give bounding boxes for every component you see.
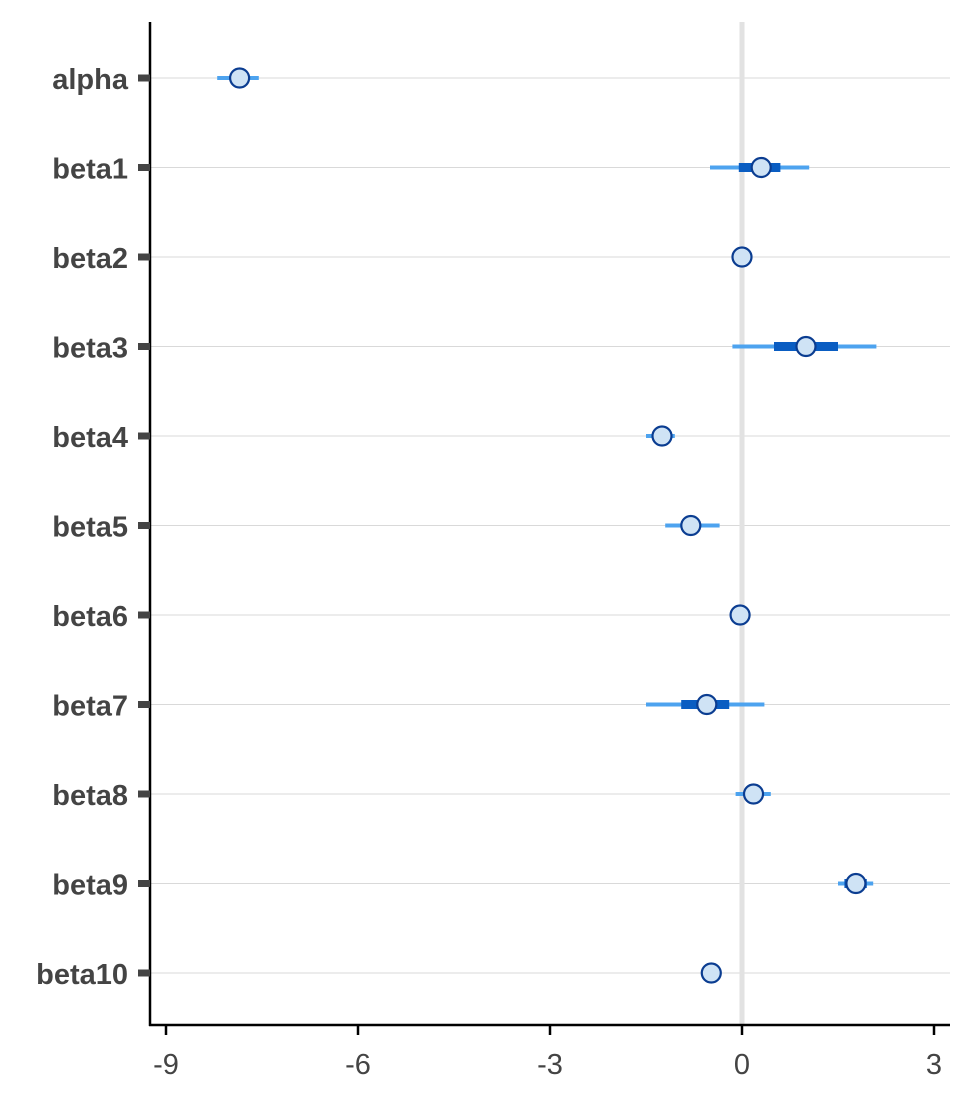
- param-label-beta6: beta6: [52, 601, 128, 633]
- median-point-beta7: [696, 693, 718, 716]
- median-point-beta6: [729, 604, 751, 626]
- median-point-beta8: [742, 783, 765, 805]
- axis-layer: [138, 22, 950, 1035]
- median-point-beta10: [700, 962, 722, 984]
- param-label-beta1: beta1: [52, 154, 128, 186]
- median-point-beta5: [680, 514, 702, 537]
- param-label-beta4: beta4: [52, 422, 128, 454]
- param-label-beta10: beta10: [36, 959, 128, 991]
- median-point-beta3: [795, 335, 817, 358]
- median-point-beta4: [651, 425, 673, 447]
- x-tick-label: -6: [345, 1049, 371, 1081]
- median-point-beta9: [845, 872, 867, 895]
- x-tick-label: 3: [926, 1049, 942, 1081]
- median-point-beta2: [731, 246, 753, 268]
- interval-layer: [217, 67, 877, 984]
- param-label-beta9: beta9: [52, 870, 128, 902]
- x-tick-label: 0: [734, 1049, 750, 1081]
- param-label-beta7: beta7: [52, 691, 128, 723]
- param-label-beta8: beta8: [52, 780, 128, 812]
- x-tick-label: -9: [153, 1049, 179, 1081]
- median-point-alpha: [229, 67, 251, 89]
- param-label-beta2: beta2: [52, 243, 128, 275]
- median-point-beta1: [750, 156, 772, 179]
- param-label-alpha: alpha: [52, 64, 129, 96]
- label-layer: -9 -6 -3 0 3 alpha beta1 beta2 beta3 beta4 beta5 be…: [36, 64, 942, 1081]
- grid-layer: [150, 77, 950, 974]
- x-tick-label: -3: [537, 1049, 563, 1081]
- param-label-beta3: beta3: [52, 333, 128, 365]
- param-label-beta5: beta5: [52, 512, 128, 544]
